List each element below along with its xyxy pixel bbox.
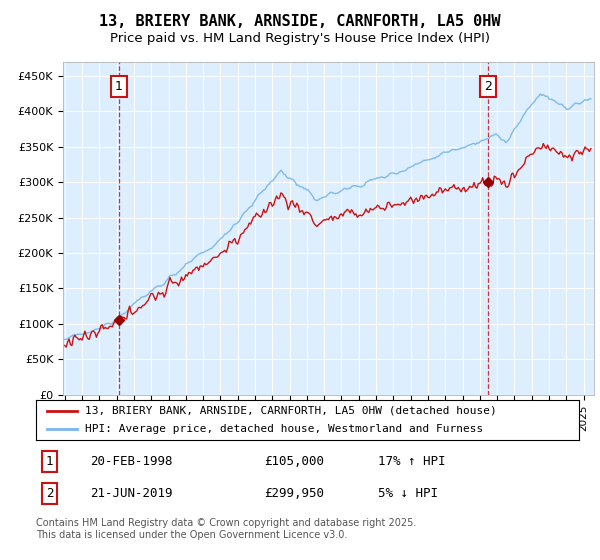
Text: Contains HM Land Registry data © Crown copyright and database right 2025.
This d: Contains HM Land Registry data © Crown c… — [36, 518, 416, 540]
Text: 1: 1 — [46, 455, 53, 468]
Text: 13, BRIERY BANK, ARNSIDE, CARNFORTH, LA5 0HW (detached house): 13, BRIERY BANK, ARNSIDE, CARNFORTH, LA5… — [85, 406, 497, 416]
Text: HPI: Average price, detached house, Westmorland and Furness: HPI: Average price, detached house, West… — [85, 424, 483, 434]
Text: 21-JUN-2019: 21-JUN-2019 — [91, 487, 173, 500]
Text: £105,000: £105,000 — [264, 455, 324, 468]
Text: 2: 2 — [46, 487, 53, 500]
Text: 20-FEB-1998: 20-FEB-1998 — [91, 455, 173, 468]
Text: 13, BRIERY BANK, ARNSIDE, CARNFORTH, LA5 0HW: 13, BRIERY BANK, ARNSIDE, CARNFORTH, LA5… — [99, 14, 501, 29]
Text: £299,950: £299,950 — [264, 487, 324, 500]
Text: 5% ↓ HPI: 5% ↓ HPI — [378, 487, 438, 500]
Text: 1: 1 — [115, 80, 123, 93]
Text: 17% ↑ HPI: 17% ↑ HPI — [378, 455, 446, 468]
Text: 2: 2 — [484, 80, 492, 93]
Text: Price paid vs. HM Land Registry's House Price Index (HPI): Price paid vs. HM Land Registry's House … — [110, 32, 490, 45]
